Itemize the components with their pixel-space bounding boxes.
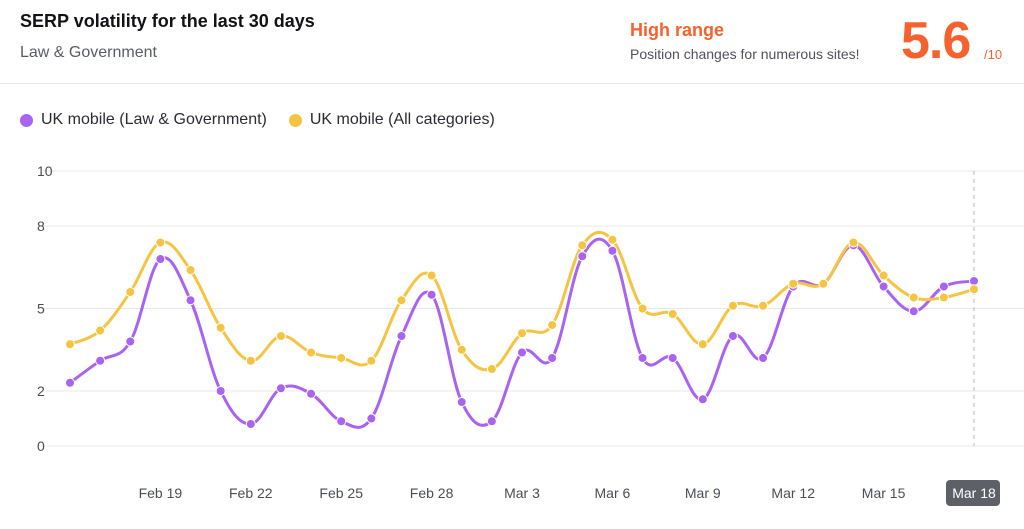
series-0-point-27 (878, 281, 889, 292)
series-1-point-6 (245, 355, 256, 366)
series-0-point-30 (969, 276, 979, 286)
chart-title: SERP volatility for the last 30 days (20, 11, 315, 31)
series-1-point-11 (396, 295, 407, 306)
series-0-point-22 (727, 331, 738, 341)
series-0-point-16 (547, 353, 558, 363)
x-tick-label-15: Mar 3 (504, 485, 540, 501)
series-1-point-21 (697, 339, 708, 350)
series-0-point-13 (456, 397, 467, 407)
series-0-point-0 (65, 377, 75, 388)
series-0-point-12 (426, 289, 437, 300)
series-0-point-21 (697, 394, 708, 405)
y-tick-label-2: 2 (37, 383, 45, 399)
series-0-point-23 (758, 353, 769, 363)
series-1-point-19 (637, 303, 648, 314)
series-1-point-12 (426, 270, 437, 281)
series-0-point-29 (938, 281, 949, 292)
series-1-point-14 (486, 364, 497, 374)
series-1-point-26 (848, 237, 859, 248)
series-1-point-22 (727, 300, 738, 311)
series-0-point-19 (637, 353, 648, 363)
series-1-point-0 (65, 339, 75, 350)
series-1-point-20 (667, 309, 678, 319)
y-tick-label-5: 5 (37, 301, 45, 317)
series-1-point-30 (969, 284, 979, 295)
series-0-point-20 (667, 353, 678, 363)
series-1-point-5 (215, 322, 226, 333)
x-tick-label-6: Feb 22 (229, 485, 273, 501)
series-0-point-6 (245, 419, 256, 429)
chart-legend: UK mobile (Law & Government) UK mobile (… (20, 111, 495, 129)
series-1-point-2 (125, 287, 136, 297)
legend-label-all: UK mobile (All categories) (309, 111, 495, 128)
x-tick-label-9: Feb 25 (319, 485, 363, 501)
x-tick-label-3: Feb 19 (139, 485, 183, 501)
series-1-point-16 (547, 320, 558, 330)
legend-item-law[interactable]: UK mobile (Law & Government) (20, 111, 267, 129)
legend-item-all[interactable]: UK mobile (All categories) (288, 111, 495, 129)
x-tick-label-24: Mar 12 (771, 485, 815, 501)
series-0-point-17 (577, 251, 588, 262)
series-1-point-27 (878, 270, 889, 281)
series-0-point-15 (517, 347, 527, 358)
series-0-point-9 (336, 416, 347, 427)
volatility-score: 5.6 (901, 12, 971, 70)
volatility-score-max: /10 (984, 47, 1003, 62)
series-1-point-1 (95, 325, 106, 336)
x-tick-label-30: Mar 18 (952, 485, 996, 501)
series-1-point-3 (155, 237, 166, 248)
series-0-point-3 (155, 254, 166, 264)
volatility-range-label: High range (630, 20, 725, 40)
series-1-point-28 (908, 292, 919, 303)
y-tick-label-0: 0 (37, 438, 45, 454)
series-0-point-28 (908, 306, 919, 317)
series-0-point-8 (306, 388, 317, 399)
series-1-point-8 (306, 347, 317, 358)
category-subtitle: Law & Government (20, 44, 157, 61)
legend-label-law: UK mobile (Law & Government) (41, 111, 267, 128)
series-1-point-23 (758, 300, 769, 311)
x-tick-label-27: Mar 15 (862, 485, 906, 501)
x-tick-label-12: Feb 28 (410, 485, 454, 501)
series-1-point-4 (185, 265, 196, 275)
legend-dot-all (288, 113, 302, 127)
series-1-point-24 (788, 278, 799, 289)
series-0-point-2 (125, 336, 136, 347)
x-tick-highlight-box (946, 480, 1000, 506)
series-1-point-7 (275, 331, 286, 341)
series-1-point-9 (336, 353, 347, 363)
series-0-point-1 (95, 355, 106, 366)
series-1-point-10 (366, 355, 377, 366)
series-0-point-7 (275, 383, 286, 394)
series-0-point-14 (486, 416, 497, 427)
series-1-point-29 (938, 292, 949, 303)
series-1-point-17 (577, 240, 588, 251)
series-1-point-18 (607, 234, 618, 245)
series-0-point-18 (607, 245, 618, 256)
y-tick-label-10: 10 (37, 163, 53, 179)
volatility-range-description: Position changes for numerous sites! (630, 46, 860, 62)
y-tick-label-8: 8 (37, 218, 45, 234)
series-0-point-10 (366, 413, 377, 424)
x-tick-label-21: Mar 9 (685, 485, 721, 501)
series-0-point-11 (396, 331, 407, 341)
series-0-point-4 (185, 295, 196, 306)
series-1-point-25 (818, 278, 829, 289)
series-1-point-13 (456, 344, 467, 355)
series-1-point-15 (517, 328, 527, 339)
series-0-point-5 (215, 386, 226, 396)
chart-header: SERP volatility for the last 30 days Law… (0, 0, 1024, 84)
legend-dot-law (20, 113, 33, 127)
x-tick-label-18: Mar 6 (595, 485, 631, 501)
